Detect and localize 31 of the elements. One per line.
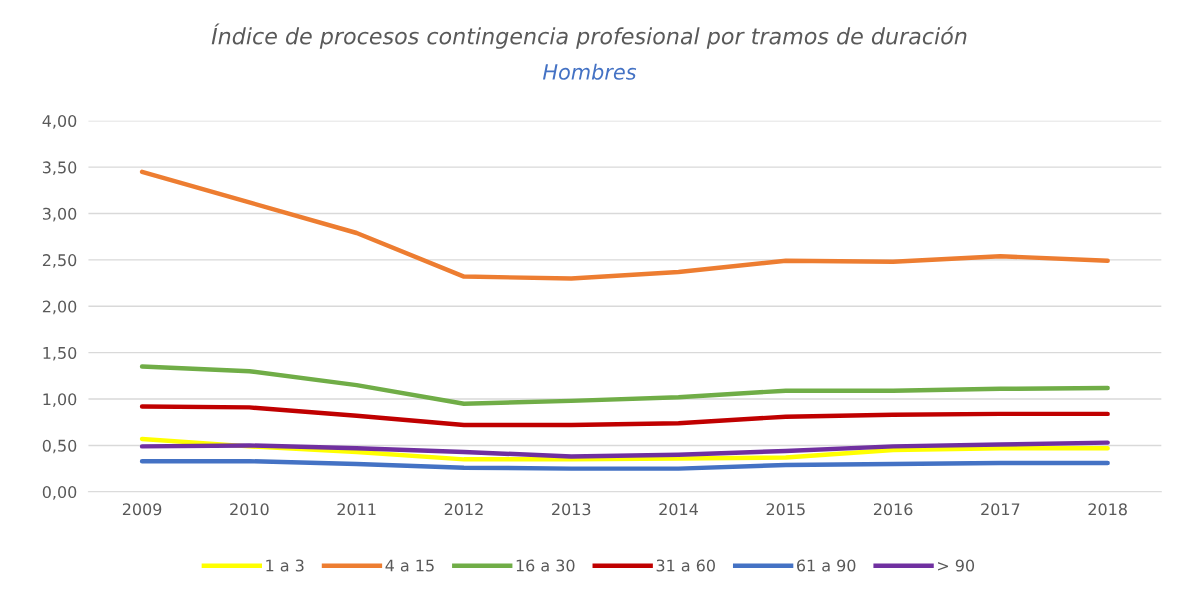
y-tick-label: 4,00 (42, 114, 77, 129)
legend-label: 16 a 30 (516, 559, 575, 572)
x-tick-label: 2015 (766, 503, 805, 516)
y-tick-label: 2,00 (42, 300, 77, 315)
x-tick-label: 2017 (981, 503, 1020, 516)
legend-label: > 90 (938, 559, 975, 572)
y-tick-label: 0,00 (42, 486, 77, 500)
x-tick-label: 2010 (230, 503, 269, 516)
x-tick-label: 2013 (552, 503, 591, 516)
chart-subtitle: Hombres (542, 63, 637, 80)
y-tick-label: 2,50 (42, 254, 77, 268)
legend-label: 4 a 15 (385, 559, 434, 572)
y-tick-label: 3,00 (42, 207, 77, 222)
x-tick-label: 2018 (1088, 503, 1127, 516)
y-tick-label: 1,00 (43, 393, 77, 407)
x-tick-label: 2012 (444, 503, 483, 516)
line-series (139, 458, 1110, 471)
x-tick-label: 2014 (659, 503, 698, 516)
legend-label: 61 a 90 (797, 559, 856, 572)
chart-title: Índice de procesos contingencia profesional por tramos de duración (211, 23, 967, 49)
x-tick-label: 2009 (122, 503, 162, 516)
y-tick-label: 0,50 (42, 439, 77, 454)
x-tick-label: 2016 (873, 503, 913, 516)
y-tick-label: 3,50 (42, 161, 77, 176)
line-series (139, 364, 1110, 406)
y-tick-label: 1,50 (43, 346, 77, 361)
line-series (139, 404, 1110, 428)
line-series (139, 169, 1110, 281)
legend-label: 1 a 3 (266, 559, 304, 572)
x-tick-label: 2011 (337, 503, 376, 516)
legend-label: 31 a 60 (656, 559, 715, 572)
